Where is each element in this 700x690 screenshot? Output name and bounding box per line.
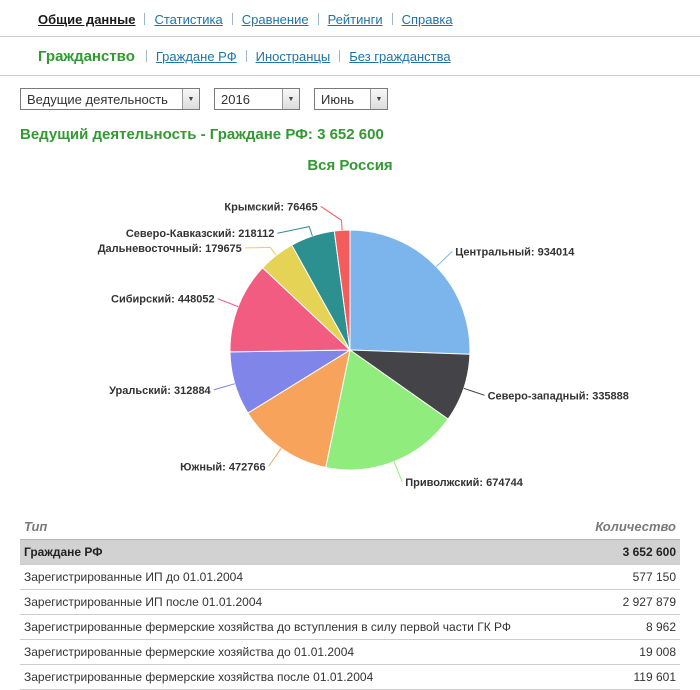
activity-select[interactable]: Ведущие деятельность ▼ (20, 88, 200, 110)
column-header-type: Тип (20, 514, 580, 540)
pie-label-connector (320, 205, 343, 231)
chart-title: Вся Россия (307, 157, 393, 174)
pie-slice[interactable] (349, 229, 471, 355)
pie-slice[interactable] (247, 348, 351, 469)
pie-chart[interactable]: Центральный: 934014 Северо-западный: 3358… (0, 174, 700, 512)
nav-ratings[interactable]: Рейтинги (327, 12, 383, 27)
nav-divider (144, 13, 146, 25)
nav-divider (245, 50, 247, 62)
activity-select-value: Ведущие деятельность (27, 91, 168, 107)
row-type: Зарегистрированные фермерские хозяйства … (20, 664, 580, 690)
nav-general-data[interactable]: Общие данные (38, 12, 136, 27)
top-navigation: Общие данные Статистика Сравнение Рейтинги С… (0, 0, 700, 36)
pie-label-connector (393, 461, 403, 483)
subnav-citizens-rf[interactable]: Граждане РФ (155, 49, 237, 64)
divider (0, 36, 700, 37)
pie-label-connector (463, 387, 485, 396)
page-title: Ведущий деятельность - Граждане РФ: 3 65… (20, 126, 384, 143)
filter-bar: Ведущие деятельность ▼ 2016 ▼ Июнь ▼ (0, 76, 700, 110)
pie-slice[interactable] (229, 267, 352, 353)
column-header-count: Количество (579, 514, 680, 540)
pie-label: Северо-западный: 335888 (488, 390, 629, 402)
dropdown-arrow-icon: ▼ (282, 89, 299, 109)
year-select[interactable]: 2016 ▼ (214, 88, 300, 110)
subnav-foreigners[interactable]: Иностранцы (255, 49, 331, 64)
pie-label-connector (217, 298, 239, 308)
pie-slice[interactable] (325, 349, 449, 471)
dropdown-arrow-icon: ▼ (370, 89, 387, 109)
row-type: Граждане РФ (20, 539, 580, 565)
pie-label: Сибирский: 448052 (111, 294, 215, 306)
nav-divider (339, 50, 341, 62)
year-select-value: 2016 (221, 91, 250, 107)
pie-label: Крымский: 76465 (224, 201, 317, 213)
row-type: Зарегистрированные ИП после 01.01.2004 (20, 589, 580, 615)
row-count: 119 601 (579, 664, 680, 690)
table-row[interactable]: Зарегистрированные фермерские хозяйства … (20, 614, 680, 640)
pie-label: Приволжский: 674744 (405, 477, 524, 489)
nav-divider (145, 50, 147, 62)
dropdown-arrow-icon: ▼ (182, 89, 199, 109)
summary-table: Тип Количество Граждане РФ 3 652 600 Зар… (20, 514, 680, 690)
month-select-value: Июнь (321, 91, 355, 107)
pie-label: Центральный: 934014 (455, 246, 575, 258)
pie-label-connector (277, 226, 313, 237)
pie-label-connector (436, 251, 453, 268)
divider (0, 75, 700, 76)
table-header-row: Тип Количество (20, 514, 680, 540)
row-count: 3 652 600 (579, 539, 680, 565)
nav-help[interactable]: Справка (401, 12, 453, 27)
nav-comparison[interactable]: Сравнение (241, 12, 309, 27)
table-row[interactable]: Зарегистрированные ИП до 01.01.2004 577 … (20, 564, 680, 590)
subnav-stateless[interactable]: Без гражданства (349, 49, 451, 64)
table-row[interactable]: Граждане РФ 3 652 600 (20, 539, 680, 565)
table-row[interactable]: Зарегистрированные фермерские хозяйства … (20, 639, 680, 665)
month-select[interactable]: Июнь ▼ (314, 88, 388, 110)
pie-label-connector (244, 246, 277, 256)
row-count: 2 927 879 (579, 589, 680, 615)
row-count: 19 008 (579, 639, 680, 665)
pie-label: Дальневосточный: 179675 (98, 243, 242, 255)
table-row[interactable]: Зарегистрированные фермерские хозяйства … (20, 664, 680, 690)
citizenship-navigation: Гражданство Граждане РФ Иностранцы Без граж… (0, 37, 700, 75)
citizenship-heading: Гражданство (38, 48, 135, 65)
row-type: Зарегистрированные фермерские хозяйства … (20, 639, 580, 665)
pie-label: Южный: 472766 (180, 461, 266, 473)
pie-label: Северо-Кавказский: 218112 (126, 228, 275, 240)
pie-label: Уральский: 312884 (109, 385, 211, 397)
table-row[interactable]: Зарегистрированные ИП после 01.01.2004 2… (20, 589, 680, 615)
nav-divider (391, 13, 393, 25)
row-type: Зарегистрированные ИП до 01.01.2004 (20, 564, 580, 590)
nav-divider (231, 13, 233, 25)
nav-statistics[interactable]: Статистика (154, 12, 223, 27)
row-count: 8 962 (579, 614, 680, 640)
pie-label-connector (268, 448, 282, 467)
row-count: 577 150 (579, 564, 680, 590)
nav-divider (317, 13, 319, 25)
row-type: Зарегистрированные фермерские хозяйства … (20, 614, 580, 640)
pie-label-connector (213, 383, 235, 391)
